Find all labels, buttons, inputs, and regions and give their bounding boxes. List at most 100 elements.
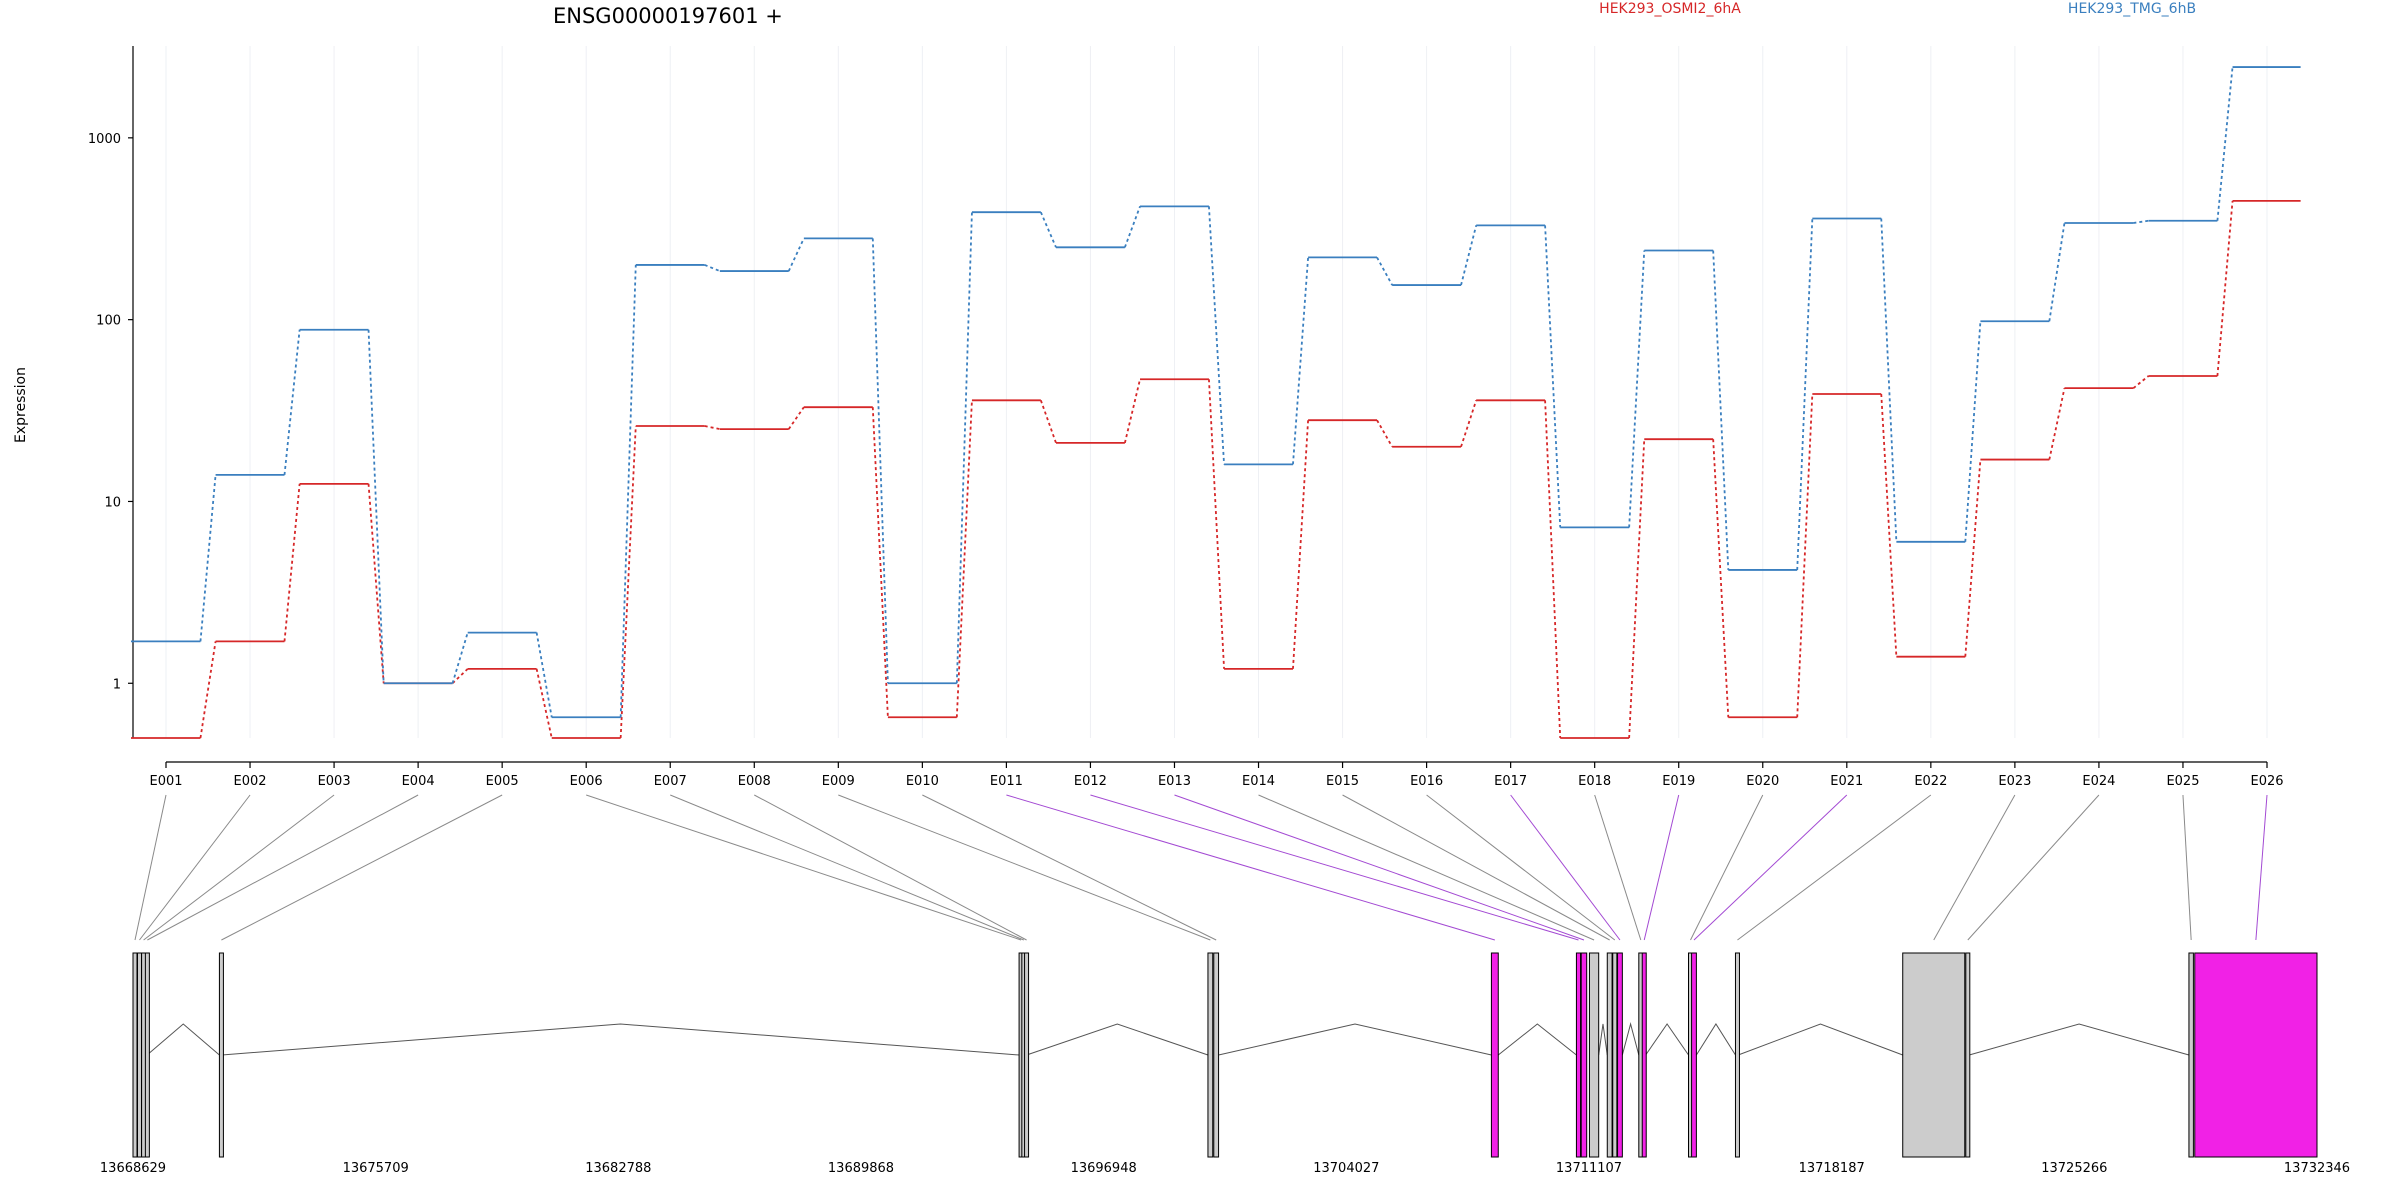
series-transition <box>704 425 721 430</box>
series-transition <box>283 329 301 475</box>
vertical-gridlines <box>165 46 2268 738</box>
series-transition <box>367 329 385 684</box>
exon-box-E023 <box>1902 952 1966 1158</box>
intron-line <box>1621 1022 1640 1056</box>
coordinate-label: 13718187 <box>1799 1161 1865 1176</box>
x-tick-label: E013 <box>1158 774 1191 789</box>
series-transition <box>955 212 973 684</box>
series-transition <box>1880 393 1898 657</box>
series-transition <box>1124 206 1141 248</box>
series-2 <box>131 66 2301 719</box>
coordinate-label: 13675709 <box>343 1161 409 1176</box>
x-tick-label: E016 <box>1410 774 1443 789</box>
x-tick-label: E015 <box>1326 774 1359 789</box>
legend-entry-series-1: HEK293_OSMI2_6hA <box>1599 1 1741 17</box>
exon-connector <box>586 794 1022 941</box>
x-tick-label: E019 <box>1662 774 1695 789</box>
exon-connector <box>1510 794 1621 941</box>
exon-connector <box>1006 794 1495 941</box>
series-transition <box>1628 439 1646 739</box>
series-transition <box>1964 459 1982 657</box>
x-tick-label: E001 <box>149 774 182 789</box>
exon-box-E005 <box>218 952 224 1158</box>
series-transition <box>2048 387 2066 460</box>
y-tick-label: 1 <box>113 677 121 692</box>
intron-line <box>1598 1023 1608 1056</box>
exon-connector <box>922 794 1217 941</box>
series-transition <box>2048 222 2066 322</box>
intron-line <box>146 1023 220 1056</box>
chart-title: ENSG00000197601 + <box>553 4 783 28</box>
x-tick-label: E004 <box>402 774 435 789</box>
x-tick-label: E021 <box>1830 774 1863 789</box>
series-transition <box>1460 225 1478 286</box>
exon-connector <box>838 794 1211 941</box>
exon-connector <box>1737 794 1932 941</box>
series-transition <box>2132 375 2150 389</box>
series-transition <box>704 264 721 272</box>
expression-series <box>131 66 2301 739</box>
x-tick-label: E014 <box>1242 774 1275 789</box>
intron-line <box>1218 1023 1492 1056</box>
x-tick-label: E025 <box>2166 774 2199 789</box>
intron-line <box>221 1023 1020 1056</box>
coordinate-label: 13696948 <box>1071 1161 1137 1176</box>
intron-line <box>1969 1023 2190 1056</box>
series-transition <box>1208 206 1225 465</box>
coordinate-label: 13725266 <box>2041 1161 2107 1176</box>
series-1 <box>131 199 2301 739</box>
series-transition <box>1964 321 1982 542</box>
intron-line <box>1695 1023 1736 1056</box>
y-tick-label: 100 <box>96 314 121 329</box>
x-tick-label: E005 <box>486 774 519 789</box>
series-transition <box>1460 400 1478 448</box>
exon-box-E019 <box>1641 952 1647 1158</box>
exon-box-E010 <box>1213 952 1220 1158</box>
intron-line <box>1738 1023 1903 1056</box>
exon-connector <box>2255 794 2268 941</box>
x-tick-label: E020 <box>1746 774 1779 789</box>
exon-box-E014 <box>1588 952 1600 1158</box>
series-transition <box>1796 393 1814 718</box>
coordinate-label: 13668629 <box>100 1161 166 1176</box>
exon-box-E016 <box>1612 952 1618 1158</box>
x-tick-label: E022 <box>1914 774 1947 789</box>
series-transition <box>787 237 805 272</box>
series-transition <box>1292 257 1310 465</box>
x-tick-label: E012 <box>1074 774 1107 789</box>
exon-box-E026 <box>2194 952 2318 1158</box>
coordinate-label: 13704027 <box>1313 1161 1379 1176</box>
exon-connector <box>2182 794 2192 941</box>
exon-connector <box>1174 794 1585 941</box>
exon-connector <box>221 794 503 941</box>
series-transition <box>1544 225 1562 528</box>
exon-axis: E001 E002 E003 E004 E005 E006 E007 E008 E009 E010… <box>149 761 2284 789</box>
y-axis-label: Expression <box>13 367 29 443</box>
x-tick-label: E008 <box>738 774 771 789</box>
exon-box-E004 <box>144 952 150 1158</box>
series-transition <box>1040 400 1057 444</box>
series-transition <box>619 425 637 739</box>
series-transition <box>1040 211 1057 248</box>
exon-box-E024 <box>1965 952 1971 1158</box>
exon-box-E001 <box>132 952 138 1158</box>
series-transition <box>871 238 889 684</box>
x-tick-label: E003 <box>318 774 351 789</box>
exon-connector <box>1594 794 1642 941</box>
series-transition <box>451 632 469 684</box>
series-transition <box>871 407 889 718</box>
series-transition <box>1628 250 1646 528</box>
intron-line <box>1497 1023 1577 1056</box>
series-transition <box>1544 400 1562 739</box>
exon-box-E012 <box>1575 952 1582 1158</box>
exon-connector <box>1643 794 1680 941</box>
y-axis: 1 10 100 1000 <box>88 46 134 738</box>
series-transition <box>2216 200 2234 377</box>
series-transition <box>1124 379 1141 444</box>
exon-connector <box>147 794 419 941</box>
exon-connector <box>1933 794 2016 941</box>
y-tick-label: 10 <box>104 495 121 510</box>
exon-connector <box>1690 794 1764 941</box>
exon-connector <box>134 794 167 941</box>
